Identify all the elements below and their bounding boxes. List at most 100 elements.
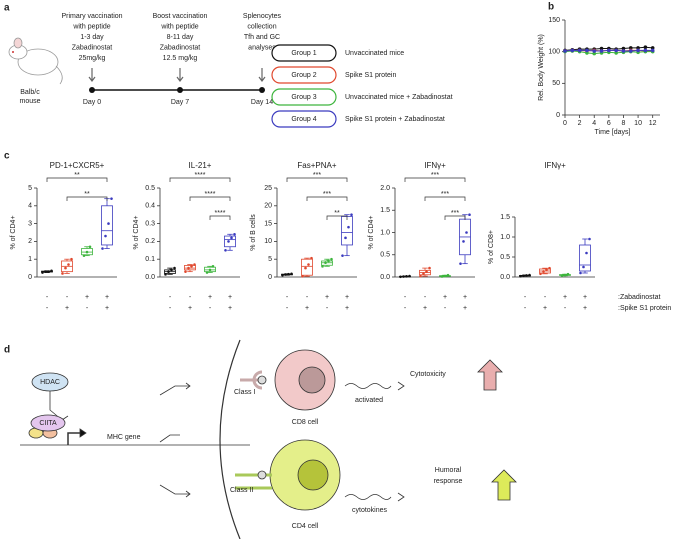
point <box>402 275 405 278</box>
x-tick-label: 12 <box>649 120 657 127</box>
point <box>585 48 589 53</box>
panel-label: a <box>4 3 10 14</box>
y-tick-label: 0.1 <box>145 256 155 263</box>
point <box>585 51 589 55</box>
point <box>465 231 468 234</box>
event-text: Tfh and GC <box>244 34 280 41</box>
event-text: Boost vaccination <box>153 13 208 20</box>
condition-sign: + <box>423 305 427 312</box>
point <box>164 273 167 276</box>
event-text: 25mg/kg <box>79 55 106 62</box>
point <box>301 274 304 278</box>
y-tick-label: 0.2 <box>145 238 155 245</box>
point <box>307 263 310 266</box>
point <box>628 49 633 53</box>
point <box>585 251 588 255</box>
condition-sign: + <box>228 305 232 312</box>
y-tick-label: 4 <box>28 203 32 210</box>
significance-label: ** <box>84 191 90 198</box>
point <box>304 266 307 270</box>
y-tick-label: 0 <box>556 112 560 119</box>
panel-label: d <box>4 345 10 356</box>
condition-sign: - <box>46 305 49 312</box>
y-tick-label: 0.5 <box>500 254 510 261</box>
condition-sign: - <box>524 294 527 301</box>
point <box>227 240 230 243</box>
humoral-label: response <box>434 478 463 485</box>
point <box>44 270 47 273</box>
group-description: Spike S1 protein <box>345 72 396 79</box>
point <box>347 225 350 229</box>
point <box>187 266 190 270</box>
group-box <box>271 110 337 128</box>
condition-sign: + <box>325 294 329 301</box>
group-name: Group 2 <box>291 72 316 79</box>
point <box>184 270 187 273</box>
point <box>621 49 626 53</box>
y-tick-label: 0.3 <box>145 220 155 227</box>
point <box>636 48 640 53</box>
significance-label: *** <box>431 172 439 179</box>
y-axis-label: % of CD8+ <box>488 230 495 264</box>
box <box>301 258 313 276</box>
y-tick-label: 1.0 <box>500 234 510 241</box>
significance-label: **** <box>215 210 226 217</box>
point <box>408 274 411 278</box>
condition-sign: - <box>169 305 172 312</box>
condition-sign: - <box>286 305 289 312</box>
point <box>350 213 353 216</box>
point <box>560 274 564 278</box>
significance-label: ** <box>334 210 340 217</box>
condition-sign: - <box>209 305 212 312</box>
point <box>190 265 193 268</box>
x-tick-label: 0 <box>563 120 567 127</box>
condition-sign: - <box>169 294 172 301</box>
group-name: Group 1 <box>291 50 316 57</box>
significance-bracket <box>424 196 466 201</box>
event-text: with peptide <box>72 23 110 30</box>
y-tick-label: 25 <box>264 185 272 192</box>
condition-sign: + <box>305 305 309 312</box>
point <box>70 257 73 261</box>
condition-sign: - <box>326 305 329 312</box>
condition-sign: + <box>463 294 467 301</box>
condition-sign: + <box>105 305 109 312</box>
condition-sign: + <box>345 305 349 312</box>
box <box>224 235 236 248</box>
y-tick-label: 150 <box>548 17 560 24</box>
condition-sign: - <box>544 294 547 301</box>
point <box>110 197 113 200</box>
point <box>542 270 545 273</box>
timeline-dot <box>89 87 95 93</box>
event-text: 8-11 day <box>167 34 194 41</box>
point <box>405 275 408 278</box>
point <box>468 213 471 216</box>
significance-label: **** <box>205 191 216 198</box>
condition-sign: - <box>404 305 407 312</box>
point <box>101 247 104 250</box>
condition-sign: - <box>564 305 567 312</box>
point <box>563 49 567 53</box>
significance-label: **** <box>195 172 206 179</box>
timeline-dot <box>259 87 265 93</box>
point <box>614 48 618 53</box>
point <box>419 274 422 278</box>
y-tick-label: 0.0 <box>145 274 155 281</box>
point <box>621 46 626 51</box>
condition-sign: + <box>345 294 349 301</box>
point <box>310 256 313 260</box>
point <box>208 268 212 272</box>
chart-title: IFNγ+ <box>424 161 446 170</box>
y-axis-label: Rel. Body Weight (%) <box>538 34 545 101</box>
cytotoxicity-label: Cytotoxicity <box>410 371 446 378</box>
day-label: Day 14 <box>251 99 273 106</box>
condition-sign: - <box>444 305 447 312</box>
condition-sign: - <box>286 294 289 301</box>
point <box>193 263 196 266</box>
point <box>579 271 582 275</box>
diagram <box>20 339 517 539</box>
point <box>287 272 290 276</box>
y-tick-label: 0 <box>28 274 32 281</box>
point <box>290 272 293 276</box>
